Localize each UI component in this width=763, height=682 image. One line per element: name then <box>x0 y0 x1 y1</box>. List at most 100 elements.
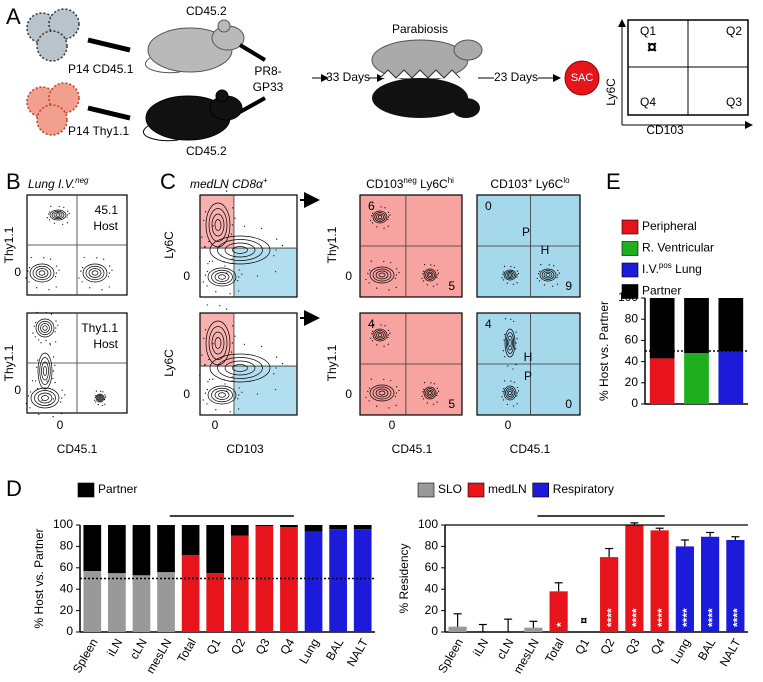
flow-plots <box>25 186 581 418</box>
contour <box>91 270 99 276</box>
event-dot <box>432 285 435 287</box>
bar <box>132 525 151 576</box>
contour <box>508 273 512 277</box>
gate-fill <box>200 313 234 367</box>
event-dot <box>66 222 69 224</box>
event-dot <box>96 257 98 259</box>
quadrant-text: P <box>524 369 532 383</box>
contour <box>55 213 61 217</box>
event-dot <box>371 222 374 224</box>
panel-title: Lung I.V.neg <box>28 176 89 192</box>
event-dot <box>50 205 52 207</box>
quadrant-text: 0 <box>485 199 492 213</box>
y-tick-label: 60 <box>625 333 639 347</box>
significance: * <box>554 622 568 627</box>
event-dot <box>261 345 263 348</box>
quadrant-text: H <box>524 350 533 364</box>
panel-label: B <box>6 169 21 194</box>
legend-label: Partner <box>642 284 681 298</box>
legend-label: SLO <box>438 482 462 496</box>
event-dot <box>95 394 97 397</box>
event-dot <box>424 264 426 266</box>
y-tick-label: 20 <box>425 603 439 617</box>
bar <box>206 525 225 574</box>
event-dot <box>202 281 204 283</box>
axis-label: CD45.1 <box>510 442 551 456</box>
contour <box>53 212 63 218</box>
significance: **** <box>604 608 618 627</box>
legend-swatch <box>621 241 639 256</box>
event-dot <box>274 271 277 273</box>
bar <box>549 591 568 632</box>
event-dot <box>207 263 209 265</box>
event-dot <box>25 402 27 405</box>
annotation-bg <box>209 503 254 515</box>
event-dot <box>368 400 370 402</box>
event-dot <box>436 276 438 279</box>
event-dot <box>371 340 374 342</box>
contour <box>96 394 104 402</box>
contour <box>545 273 551 277</box>
bar <box>718 298 744 351</box>
contour <box>505 270 515 280</box>
legend-label: Peripheral <box>642 219 697 233</box>
event-dot <box>370 337 372 339</box>
event-dot <box>426 402 428 404</box>
event-dot <box>256 275 259 277</box>
event-dot <box>243 343 246 345</box>
text-part: SLO <box>438 482 462 496</box>
x-tick-label: mesLN <box>511 636 542 676</box>
contour <box>376 213 384 221</box>
event-dot <box>231 342 233 344</box>
tick-label: 0 <box>183 387 190 401</box>
event-dot <box>104 394 106 396</box>
bar <box>230 525 249 536</box>
event-dot <box>52 370 55 372</box>
event-dot <box>215 291 217 293</box>
event-dot <box>89 287 91 289</box>
text-part: Respiratory <box>553 482 614 496</box>
event-dot <box>421 277 423 279</box>
event-dot <box>105 396 107 398</box>
x-tick-label: BAL <box>323 636 347 663</box>
tick-label: 0 <box>14 383 21 397</box>
event-dot <box>61 412 63 415</box>
text-part: medLN <box>488 482 527 496</box>
event-dot <box>203 337 205 339</box>
bar <box>684 298 709 354</box>
event-dot <box>243 225 246 227</box>
contour <box>208 326 228 360</box>
contour <box>209 235 271 265</box>
significance: **** <box>705 608 719 627</box>
event-dot <box>389 214 391 216</box>
bar <box>524 627 543 632</box>
event-dot <box>46 380 48 382</box>
event-dot <box>208 378 211 381</box>
contour <box>377 215 383 219</box>
event-dot <box>556 283 559 285</box>
event-dot <box>553 265 555 267</box>
legend-label: I.V.pos Lung <box>642 261 702 277</box>
event-dot <box>537 273 540 275</box>
event-dot <box>204 329 207 331</box>
event-dot <box>81 281 83 283</box>
quadrant-text: 4 <box>485 317 492 331</box>
event-dot <box>63 206 65 208</box>
event-dot <box>206 186 208 188</box>
contour <box>214 272 230 282</box>
legend-label: R. Ventricular <box>642 241 714 255</box>
event-dot <box>516 338 518 340</box>
event-dot <box>389 332 391 334</box>
contour <box>425 270 435 280</box>
event-dot <box>206 388 209 391</box>
text-part: Ly6C <box>532 177 563 191</box>
event-dot <box>67 210 69 212</box>
contour <box>378 272 386 278</box>
contour <box>232 364 248 372</box>
y-tick-label: 60 <box>60 560 74 574</box>
x-tick-label: Lung <box>296 636 321 666</box>
event-dot <box>376 226 378 228</box>
contour <box>218 274 226 280</box>
contour <box>32 265 52 281</box>
